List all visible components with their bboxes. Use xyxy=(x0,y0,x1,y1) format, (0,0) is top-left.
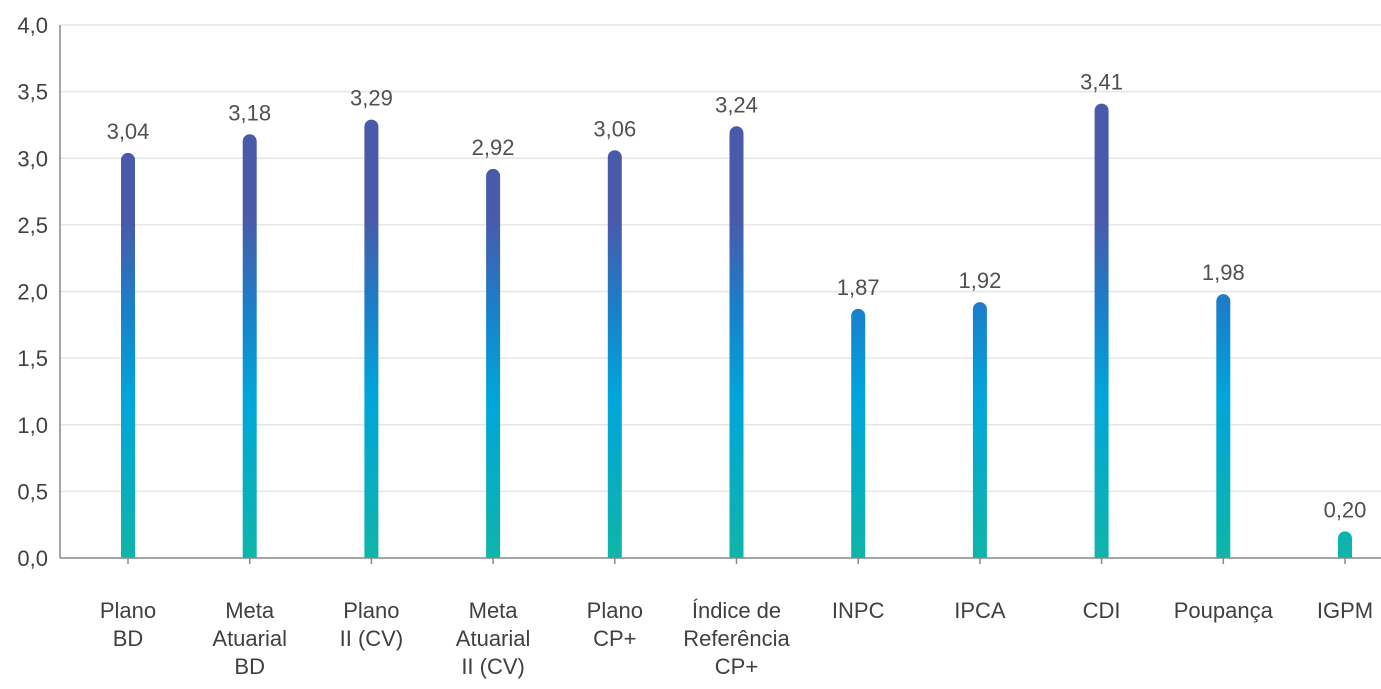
x-tick-label: Índice de Referência CP+ xyxy=(683,598,790,679)
y-tick-label: 2,0 xyxy=(17,280,48,305)
x-tick-label-line: IPCA xyxy=(954,598,1006,623)
bar xyxy=(242,134,257,558)
x-tick-label: IGPM xyxy=(1317,598,1373,623)
x-tick-label-line: CDI xyxy=(1083,598,1121,623)
x-tick-label: IPCA xyxy=(954,598,1006,623)
data-label: 3,29 xyxy=(350,86,393,111)
x-tick-label-line: Atuarial xyxy=(212,626,287,651)
bar xyxy=(851,308,866,558)
x-tick-label-line: Meta xyxy=(225,598,275,623)
data-label: 3,24 xyxy=(715,92,758,117)
bar xyxy=(607,150,622,559)
data-label: 3,41 xyxy=(1080,70,1123,95)
bar xyxy=(1094,103,1109,559)
x-tick-label: INPC xyxy=(832,598,885,623)
data-label: 0,20 xyxy=(1324,497,1367,522)
y-tick-label: 3,0 xyxy=(17,146,48,171)
x-tick-label: Meta Atuarial BD xyxy=(212,598,287,679)
y-tick-label: 0,0 xyxy=(17,546,48,571)
y-tick-label: 1,0 xyxy=(17,413,48,438)
data-label: 3,18 xyxy=(228,100,271,125)
x-tick-label-line: Plano xyxy=(100,598,156,623)
x-tick-label-line: Plano xyxy=(343,598,399,623)
x-tick-label-line: INPC xyxy=(832,598,885,623)
x-tick-label: Plano II (CV) xyxy=(340,598,404,651)
x-tick-label-line: Plano xyxy=(587,598,643,623)
x-tick-label-line: IGPM xyxy=(1317,598,1373,623)
bar xyxy=(729,126,744,558)
x-tick-label-line: BD xyxy=(234,654,265,679)
bar xyxy=(1338,531,1352,558)
bars xyxy=(121,103,1352,559)
data-label: 3,04 xyxy=(107,119,150,144)
x-tick-label-line: Índice de xyxy=(692,598,781,623)
x-tick-label-line: CP+ xyxy=(715,654,758,679)
data-label: 1,87 xyxy=(837,275,880,300)
y-tick-label: 0,5 xyxy=(17,479,48,504)
bar xyxy=(972,302,987,558)
axes xyxy=(59,25,1381,564)
x-tick-label-line: Referência xyxy=(683,626,790,651)
x-tick-label: CDI xyxy=(1083,598,1121,623)
labels: 0,0 0,5 1,0 1,5 2,0 2,5 3,0 3,5 4,0 3,04 Plano BD 3,… xyxy=(17,13,1373,679)
bar xyxy=(364,119,379,558)
bar xyxy=(121,152,135,559)
x-tick-label-line: II (CV) xyxy=(461,654,525,679)
x-tick-label-line: CP+ xyxy=(593,626,636,651)
x-tick-label: Plano BD xyxy=(100,598,156,651)
data-label: 1,92 xyxy=(958,268,1001,293)
x-tick-label: Plano CP+ xyxy=(587,598,643,651)
y-tick-label: 2,5 xyxy=(17,213,48,238)
y-tick-label: 4,0 xyxy=(17,13,48,38)
x-tick-label-line: Poupança xyxy=(1174,598,1274,623)
data-label: 2,92 xyxy=(472,135,515,160)
x-tick-label-line: Atuarial xyxy=(456,626,531,651)
bar xyxy=(486,168,501,558)
data-label: 1,98 xyxy=(1202,260,1245,285)
x-tick-label-line: II (CV) xyxy=(340,626,404,651)
x-tick-label-line: Meta xyxy=(469,598,519,623)
x-tick-label: Poupança xyxy=(1174,598,1274,623)
y-tick-label: 1,5 xyxy=(17,346,48,371)
x-tick-label: Meta Atuarial II (CV) xyxy=(456,598,531,679)
gridlines xyxy=(60,24,1381,493)
y-tick-label: 3,5 xyxy=(17,80,48,105)
x-tick-label-line: BD xyxy=(113,626,144,651)
data-label: 3,06 xyxy=(593,116,636,141)
bar xyxy=(1216,294,1231,558)
